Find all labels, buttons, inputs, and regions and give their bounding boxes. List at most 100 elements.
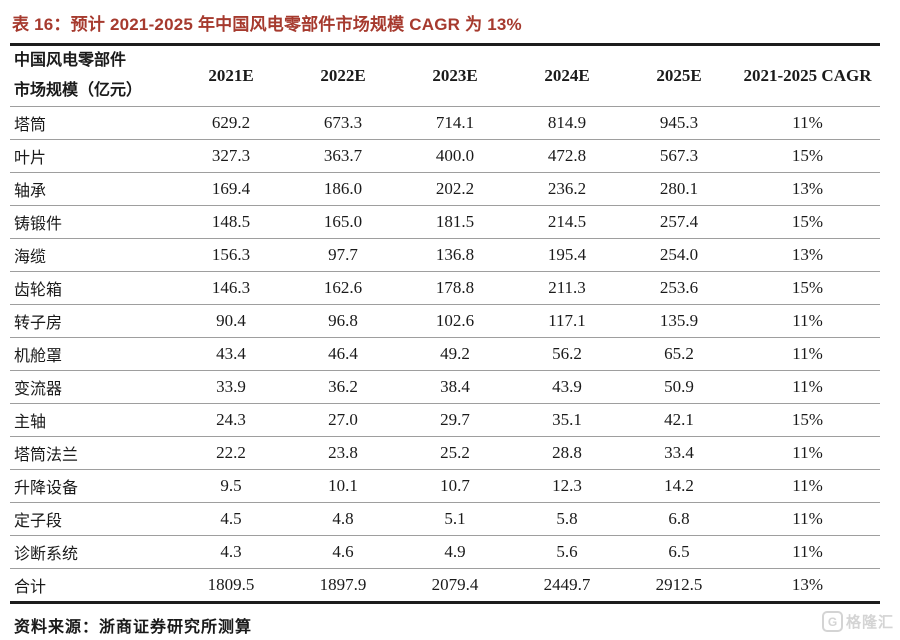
cell-value: 211.3 (511, 271, 623, 305)
table-row: 轴承 169.4 186.0 202.2 236.2 280.1 13% (10, 172, 880, 206)
cell-value: 96.8 (287, 304, 399, 338)
row-label: 塔筒法兰 (10, 436, 175, 470)
table-row: 机舱罩 43.4 46.4 49.2 56.2 65.2 11% (10, 337, 880, 371)
table-row: 升降设备 9.5 10.1 10.7 12.3 14.2 11% (10, 469, 880, 503)
row-label: 诊断系统 (10, 535, 175, 569)
cell-value: 15% (735, 403, 880, 437)
cell-value: 4.9 (399, 535, 511, 569)
cell-value: 117.1 (511, 304, 623, 338)
row-label: 叶片 (10, 139, 175, 173)
cell-value: 5.6 (511, 535, 623, 569)
row-label: 齿轮箱 (10, 271, 175, 305)
cell-value: 214.5 (511, 205, 623, 239)
column-header: 2022E (320, 66, 366, 85)
source-note: 资料来源：浙商证券研究所测算 (14, 619, 253, 636)
cell-value: 29.7 (399, 403, 511, 437)
cell-value: 195.4 (511, 238, 623, 272)
column-header: 2024E (544, 66, 590, 85)
cell-value: 10.7 (399, 469, 511, 503)
cell-value: 33.4 (623, 436, 735, 470)
cell-value: 13% (735, 238, 880, 272)
cell-value: 11% (735, 370, 880, 404)
total-row: 合计 1809.5 1897.9 2079.4 2449.7 2912.5 13% (10, 568, 880, 603)
cell-value: 5.8 (511, 502, 623, 536)
cell-value: 253.6 (623, 271, 735, 305)
cell-value: 97.7 (287, 238, 399, 272)
table-row: 定子段 4.5 4.8 5.1 5.8 6.8 11% (10, 502, 880, 536)
cell-value: 27.0 (287, 403, 399, 437)
cell-value: 12.3 (511, 469, 623, 503)
cell-value: 162.6 (287, 271, 399, 305)
table-row: 叶片 327.3 363.7 400.0 472.8 567.3 15% (10, 139, 880, 173)
cell-value: 6.8 (623, 502, 735, 536)
cell-value: 1897.9 (287, 568, 399, 603)
cell-value: 14.2 (623, 469, 735, 503)
row-label: 定子段 (10, 502, 175, 536)
cell-value: 5.1 (399, 502, 511, 536)
cell-value: 4.8 (287, 502, 399, 536)
column-header: 2021E (208, 66, 254, 85)
cell-value: 2449.7 (511, 568, 623, 603)
cell-value: 24.3 (175, 403, 287, 437)
cell-value: 254.0 (623, 238, 735, 272)
header-row: 中国风电零部件 市场规模（亿元） 2021E 2022E 2023E 2024E 202… (10, 45, 880, 107)
row-group-header-line1: 中国风电零部件 (14, 52, 127, 70)
gelonghui-watermark: G 格隆汇 (821, 611, 894, 632)
table-title: 表 16：预计 2021-2025 年中国风电零部件市场规模 CAGR 为 13… (12, 15, 522, 34)
cell-value: 38.4 (399, 370, 511, 404)
cell-value: 11% (735, 469, 880, 503)
cell-value: 50.9 (623, 370, 735, 404)
cell-value: 148.5 (175, 205, 287, 239)
cell-value: 2912.5 (623, 568, 735, 603)
cell-value: 23.8 (287, 436, 399, 470)
table-row: 海缆 156.3 97.7 136.8 195.4 254.0 13% (10, 238, 880, 272)
cell-value: 6.5 (623, 535, 735, 569)
table-row: 铸锻件 148.5 165.0 181.5 214.5 257.4 15% (10, 205, 880, 239)
cell-value: 169.4 (175, 172, 287, 206)
cell-value: 90.4 (175, 304, 287, 338)
column-header: 2023E (432, 66, 478, 85)
cell-value: 714.1 (399, 106, 511, 140)
cell-value: 567.3 (623, 139, 735, 173)
row-label: 轴承 (10, 172, 175, 206)
row-label: 机舱罩 (10, 337, 175, 371)
cell-value: 280.1 (623, 172, 735, 206)
row-label: 铸锻件 (10, 205, 175, 239)
cell-value: 35.1 (511, 403, 623, 437)
cell-value: 1809.5 (175, 568, 287, 603)
cell-value: 25.2 (399, 436, 511, 470)
cell-value: 814.9 (511, 106, 623, 140)
table-row: 齿轮箱 146.3 162.6 178.8 211.3 253.6 15% (10, 271, 880, 305)
cell-value: 4.6 (287, 535, 399, 569)
row-label: 升降设备 (10, 469, 175, 503)
cell-value: 15% (735, 139, 880, 173)
row-label: 塔筒 (10, 106, 175, 140)
cell-value: 11% (735, 535, 880, 569)
row-group-header: 中国风电零部件 市场规模（亿元） (10, 45, 175, 107)
cell-value: 4.5 (175, 502, 287, 536)
cell-value: 11% (735, 502, 880, 536)
cell-value: 56.2 (511, 337, 623, 371)
cell-value: 186.0 (287, 172, 399, 206)
cell-value: 327.3 (175, 139, 287, 173)
table-row: 转子房 90.4 96.8 102.6 117.1 135.9 11% (10, 304, 880, 338)
cell-value: 178.8 (399, 271, 511, 305)
cell-value: 257.4 (623, 205, 735, 239)
table-row: 塔筒法兰 22.2 23.8 25.2 28.8 33.4 11% (10, 436, 880, 470)
table-header: 中国风电零部件 市场规模（亿元） 2021E 2022E 2023E 2024E 202… (10, 45, 880, 107)
table-body: 塔筒 629.2 673.3 714.1 814.9 945.3 11% 叶片 327.3 363… (10, 106, 880, 603)
cell-value: 33.9 (175, 370, 287, 404)
cell-value: 46.4 (287, 337, 399, 371)
table-row: 变流器 33.9 36.2 38.4 43.9 50.9 11% (10, 370, 880, 404)
column-header: 2021-2025 CAGR (743, 66, 872, 85)
cell-value: 156.3 (175, 238, 287, 272)
gelonghui-watermark-text: 格隆汇 (845, 614, 894, 631)
cell-value: 202.2 (399, 172, 511, 206)
cell-value: 42.1 (623, 403, 735, 437)
cell-value: 165.0 (287, 205, 399, 239)
cell-value: 629.2 (175, 106, 287, 140)
gelonghui-logo-icon: G (821, 611, 843, 632)
row-label: 转子房 (10, 304, 175, 338)
cell-value: 36.2 (287, 370, 399, 404)
column-header: 2025E (656, 66, 702, 85)
